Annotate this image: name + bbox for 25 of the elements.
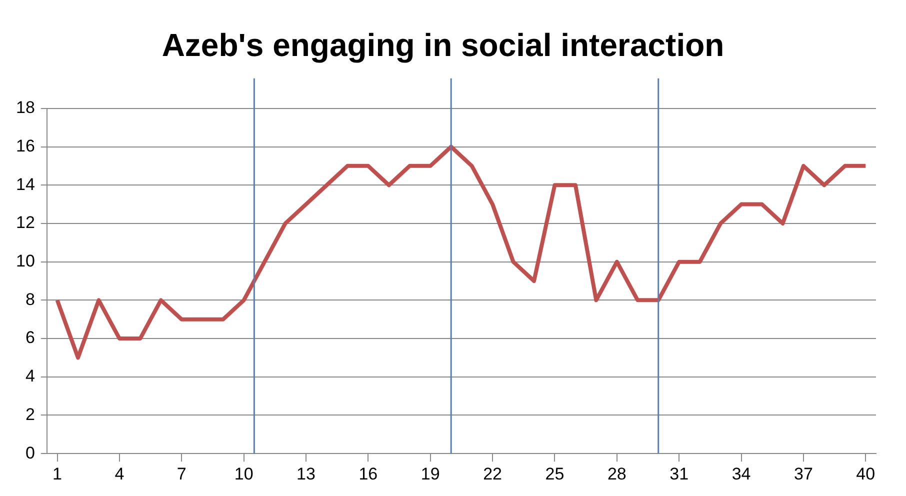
x-tick-label: 25 xyxy=(545,464,564,484)
y-tick-label: 2 xyxy=(25,404,35,424)
y-tick-label: 16 xyxy=(16,136,35,156)
x-tick-label: 40 xyxy=(856,464,876,484)
y-tick-label: 4 xyxy=(25,366,35,386)
x-tick-label: 19 xyxy=(420,464,440,484)
x-tick-label: 16 xyxy=(358,464,378,484)
x-tick-label: 37 xyxy=(794,464,813,484)
y-tick-label: 0 xyxy=(25,443,35,462)
x-tick-label: 13 xyxy=(296,464,316,484)
y-tick-label: 8 xyxy=(25,290,35,309)
y-tick-label: 10 xyxy=(16,252,35,271)
x-tick-label: 7 xyxy=(176,464,186,484)
y-tick-label: 18 xyxy=(16,98,35,118)
y-tick-label: 12 xyxy=(16,213,35,232)
x-tick-label: 4 xyxy=(114,464,124,484)
x-tick-label: 10 xyxy=(234,464,254,484)
x-tick-label: 28 xyxy=(607,464,626,484)
x-tick-label: 22 xyxy=(483,464,502,484)
y-tick-label: 6 xyxy=(25,328,35,348)
chart-title: Azeb's engaging in social interaction xyxy=(162,27,724,64)
x-tick-label: 31 xyxy=(670,464,689,484)
x-tick-label: 34 xyxy=(732,464,751,484)
x-tick-label: 1 xyxy=(52,464,62,484)
y-tick-label: 14 xyxy=(16,174,35,194)
